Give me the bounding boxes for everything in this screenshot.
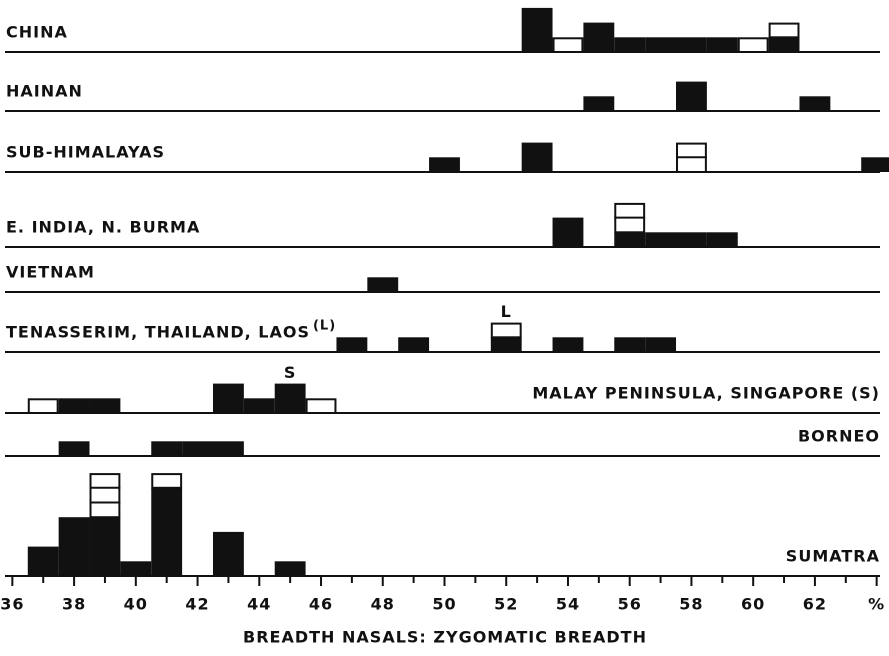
filled-bar — [58, 517, 90, 576]
x-tick-label: 50 — [432, 595, 456, 614]
x-tick-label: 46 — [309, 595, 333, 614]
panel-label: SUMATRA — [786, 547, 880, 566]
panel-label: MALAY PENINSULA, SINGAPORE (S) — [532, 384, 880, 403]
filled-bar — [552, 217, 584, 247]
annotation: S — [284, 363, 297, 382]
filled-bar — [429, 157, 460, 172]
x-tick-label: 62 — [803, 595, 827, 614]
filled-bar — [27, 546, 59, 576]
x-tick-label: 60 — [741, 595, 765, 614]
filled-bar — [614, 37, 646, 52]
filled-bar — [614, 232, 646, 247]
filled-bar — [799, 96, 831, 111]
x-tick-label: 58 — [679, 595, 703, 614]
open-bar — [490, 322, 522, 339]
panel-label: TENASSERIM, THAILAND, LAOS — [6, 323, 310, 342]
filled-bar — [645, 337, 677, 352]
x-tick-label: 36 — [0, 595, 24, 614]
filled-bar — [676, 37, 707, 52]
filled-bar — [120, 561, 152, 576]
filled-bar — [58, 398, 90, 413]
x-axis-title: BREADTH NASALS: ZYGOMATIC BREADTH — [243, 628, 647, 647]
filled-bar — [274, 561, 306, 576]
filled-bar — [706, 232, 738, 247]
filled-bar — [645, 37, 677, 52]
filled-bar — [706, 37, 738, 52]
x-tick-label: 44 — [247, 595, 271, 614]
open-bar — [27, 398, 59, 414]
panel-label: VIETNAM — [6, 263, 95, 282]
filled-bar — [768, 37, 800, 52]
filled-bar — [676, 232, 707, 247]
filled-bar — [182, 441, 213, 456]
panel-label: CHINA — [6, 23, 68, 42]
filled-bar — [552, 337, 584, 352]
filled-bar — [367, 277, 399, 292]
x-tick-label: 54 — [556, 595, 580, 614]
x-tick-label: % — [868, 595, 885, 614]
x-tick-label: 40 — [124, 595, 148, 614]
x-tick-label: 52 — [494, 595, 518, 614]
open-bar — [89, 473, 121, 519]
x-tick-label: 48 — [371, 595, 395, 614]
filled-bar — [274, 383, 306, 413]
panel-label: E. INDIA, N. BURMA — [6, 218, 200, 237]
filled-bar — [521, 7, 553, 52]
open-bar — [737, 37, 769, 53]
filled-bar — [151, 487, 183, 576]
filled-bar — [336, 337, 368, 352]
x-tick-label: 42 — [185, 595, 209, 614]
filled-bar — [521, 142, 553, 172]
filled-bar — [645, 232, 677, 247]
filled-bar — [151, 441, 183, 456]
filled-bar — [676, 81, 707, 111]
x-tick-label: 56 — [618, 595, 642, 614]
x-tick-label: 38 — [62, 595, 86, 614]
filled-bar — [212, 531, 244, 576]
filled-bar — [398, 337, 430, 352]
open-bar — [552, 37, 584, 53]
filled-bar — [58, 441, 90, 456]
open-bar — [768, 22, 800, 39]
panel-label: HAINAN — [6, 82, 83, 101]
open-bar — [305, 398, 337, 414]
panel-label: BORNEO — [798, 427, 880, 446]
open-bar — [151, 473, 183, 489]
panel-label: SUB-HIMALAYAS — [6, 143, 165, 162]
filled-bar — [89, 398, 121, 413]
filled-bar — [583, 22, 615, 52]
annotation: L — [501, 302, 512, 321]
filled-bar — [212, 441, 244, 456]
filled-bar — [212, 383, 244, 413]
filled-bar — [614, 337, 646, 352]
filled-bar — [583, 96, 615, 111]
filled-bar — [243, 398, 275, 413]
filled-bar — [490, 337, 522, 352]
panel-label-superscript: (L) — [313, 319, 336, 334]
filled-bar — [861, 157, 889, 172]
filled-bar — [89, 517, 121, 576]
